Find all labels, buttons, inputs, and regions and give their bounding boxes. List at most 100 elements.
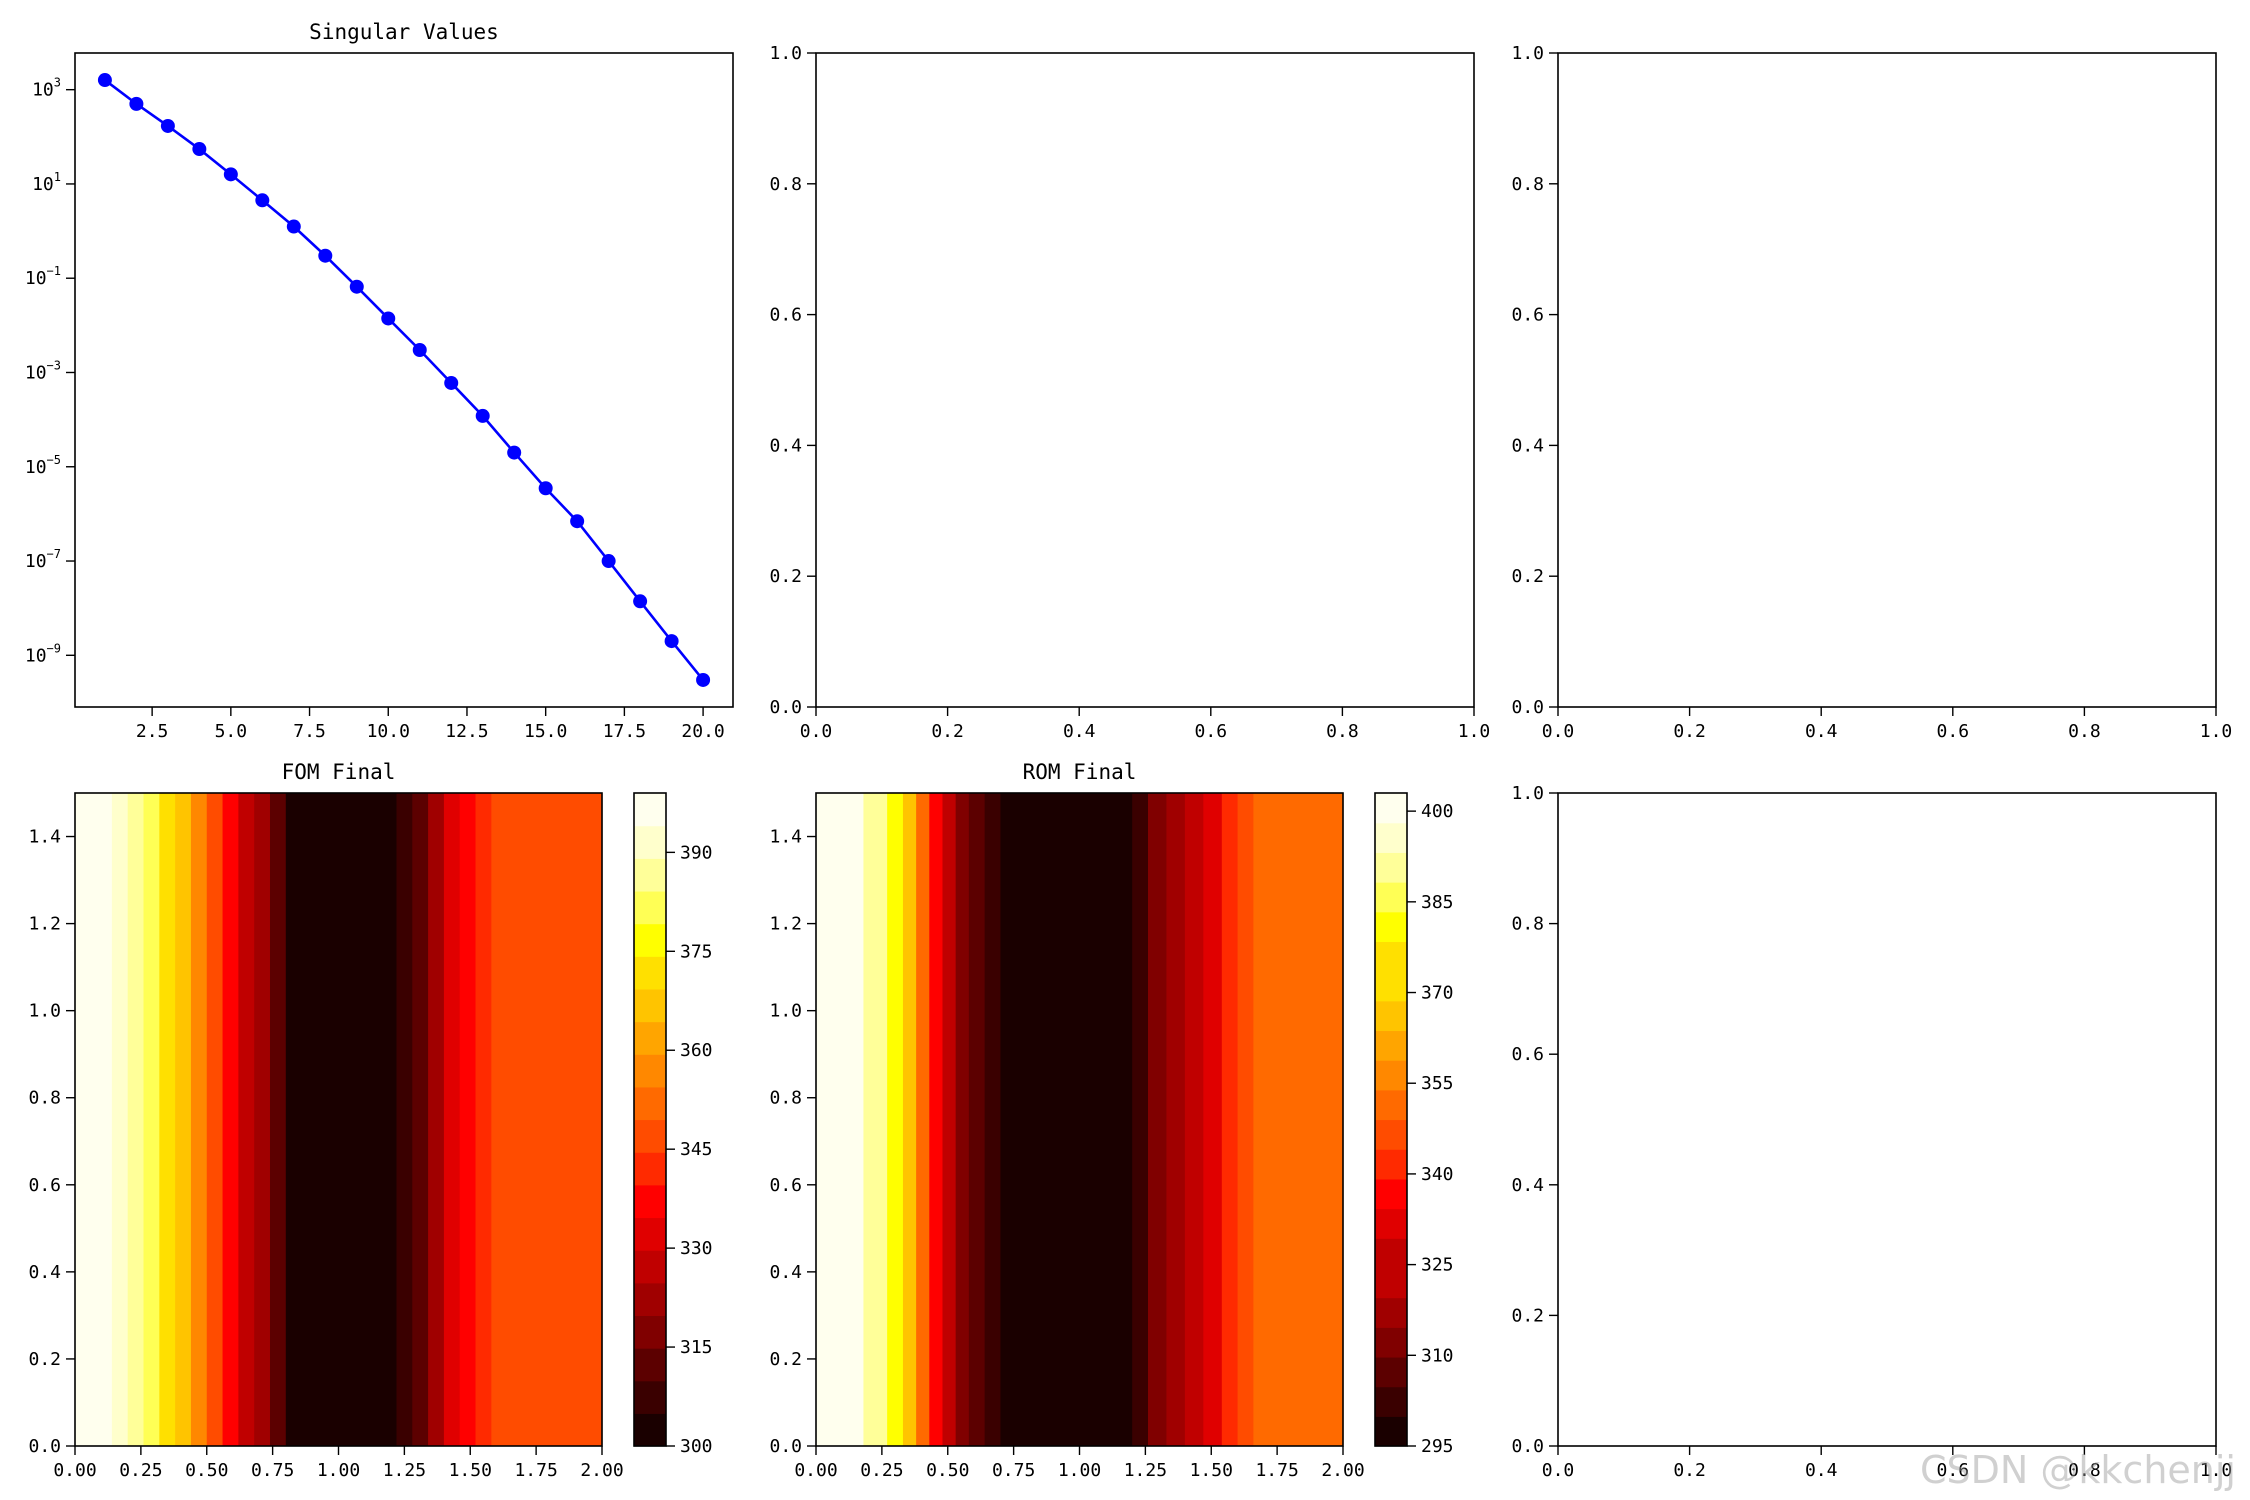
y-tick-label: 0.6	[28, 1175, 61, 1196]
heatmap-band	[1316, 793, 1344, 1446]
colorbar-level	[634, 1119, 666, 1153]
x-tick-label: 0.8	[2068, 721, 2101, 742]
y-tick-label: 10−9	[25, 641, 61, 666]
heatmap-band	[1203, 793, 1223, 1446]
y-tick-label: 0.2	[1511, 566, 1544, 587]
y-tick-label: 0.6	[769, 305, 802, 326]
colorbar-level	[1375, 793, 1407, 824]
x-tick-label: 0.2	[1673, 1460, 1706, 1481]
y-tick-label: 0.8	[769, 1088, 802, 1109]
data-point	[286, 219, 301, 234]
data-point	[601, 554, 616, 569]
x-tick-label: 0.6	[1937, 1460, 1970, 1481]
colorbar-level	[1375, 1267, 1407, 1299]
colorbar-tick-label: 345	[680, 1139, 713, 1160]
y-tick-label: 0.8	[1511, 914, 1544, 935]
y-tick-label: 1.2	[28, 914, 61, 935]
colorbar-tick-label: 340	[1421, 1164, 1454, 1185]
colorbar-level	[634, 1021, 666, 1055]
heatmap-band	[285, 793, 340, 1446]
heatmap-band	[1221, 793, 1239, 1446]
x-tick-label: 0.50	[926, 1460, 969, 1481]
data-point	[129, 96, 144, 111]
colorbar-tick-label: 355	[1421, 1073, 1454, 1094]
colorbar-level	[1375, 941, 1407, 972]
y-tick-label: 0.4	[28, 1262, 61, 1283]
x-tick-label: 1.75	[1255, 1460, 1298, 1481]
heatmap-band	[1079, 793, 1133, 1446]
x-tick-label: 0.6	[1195, 721, 1228, 742]
colorbar-level	[1375, 1238, 1407, 1269]
y-tick-label: 101	[32, 170, 61, 195]
colorbar-level	[1375, 852, 1407, 883]
heatmap-band	[412, 793, 429, 1446]
watermark: CSDN @kkchenjj	[1920, 1448, 2236, 1492]
heatmap-band	[111, 793, 129, 1446]
data-point	[318, 248, 333, 263]
colorbar-level	[1375, 1416, 1407, 1447]
data-point	[633, 594, 648, 609]
colorbar-level	[1375, 1119, 1407, 1150]
y-tick-label: 0.4	[1511, 435, 1544, 456]
heatmap-band	[428, 793, 445, 1446]
colorbar-level	[634, 956, 666, 990]
colorbar-tick-label: 330	[680, 1238, 713, 1259]
data-point	[696, 672, 711, 687]
colorbar-level	[634, 1315, 666, 1349]
heatmap-band	[93, 793, 113, 1446]
y-tick-label: 0.6	[1511, 305, 1544, 326]
x-tick-label: 1.0	[2200, 1460, 2233, 1481]
x-tick-label: 0.8	[2068, 1460, 2101, 1481]
colorbar-tick-label: 315	[680, 1337, 713, 1358]
heatmap-band	[1184, 793, 1204, 1446]
x-tick-label: 0.8	[1326, 721, 1359, 742]
x-tick-label: 0.4	[1063, 721, 1096, 742]
heatmap-band	[507, 793, 535, 1446]
x-tick-label: 17.5	[603, 721, 646, 742]
heatmap-band	[222, 793, 239, 1446]
x-tick-label: 0.0	[1542, 721, 1575, 742]
axes-singular: 2.5 5.0 7.5 10.0 12.5 15.0 17.5 20.0 103 101 10−1 1…	[25, 20, 734, 742]
y-tick-label: 103	[32, 76, 61, 101]
colorbar-level	[1375, 1356, 1407, 1388]
plot-frame	[1557, 52, 2217, 708]
x-tick-label: 10.0	[367, 721, 410, 742]
y-tick-label: 0.6	[769, 1175, 802, 1196]
colorbar-level	[1375, 1060, 1407, 1091]
x-tick-label: 0.00	[794, 1460, 837, 1481]
x-tick-label: 20.0	[681, 721, 724, 742]
heatmap-band	[75, 793, 95, 1446]
data-point	[381, 311, 396, 326]
x-tick-label: 15.0	[524, 721, 567, 742]
heatmap-band	[143, 793, 160, 1446]
heatmap-band	[929, 793, 944, 1446]
heatmap-band	[1166, 793, 1186, 1446]
colorbar-level	[1375, 1149, 1407, 1180]
colorbar-tick-label: 300	[680, 1436, 713, 1457]
y-tick-label: 0.4	[769, 435, 802, 456]
y-tick-label: 1.0	[1511, 783, 1544, 804]
x-tick-label: 1.50	[1190, 1460, 1233, 1481]
colorbar-level	[634, 1282, 666, 1316]
colorbar-level	[1375, 882, 1407, 913]
x-tick-label: 0.2	[1673, 721, 1706, 742]
heatmap-band	[916, 793, 930, 1446]
colorbar-level	[634, 1152, 666, 1186]
colorbar-level	[1375, 1000, 1407, 1032]
heatmap-band	[1253, 793, 1286, 1446]
x-tick-label: 2.00	[1321, 1460, 1364, 1481]
chart-title: ROM Final	[1023, 760, 1137, 784]
data-point	[160, 118, 175, 133]
axes-empty1: 0.0 0.2 0.4 0.6 0.8 1.0 0.0 0.2 0.4 0.6 0.8 1.0	[769, 43, 1490, 742]
y-tick-label: 1.2	[769, 914, 802, 935]
x-tick-label: 0.4	[1805, 1460, 1838, 1481]
heatmap-band	[968, 793, 986, 1446]
heatmap-band	[1000, 793, 1017, 1446]
y-tick-label: 0.4	[769, 1262, 802, 1283]
x-tick-label: 1.00	[1058, 1460, 1101, 1481]
colorbar-level	[1375, 822, 1407, 853]
y-tick-label: 0.0	[1511, 1436, 1544, 1457]
y-tick-label: 0.0	[769, 697, 802, 718]
colorbar-fom: 300 315 330 345 360 375 390	[633, 792, 713, 1457]
